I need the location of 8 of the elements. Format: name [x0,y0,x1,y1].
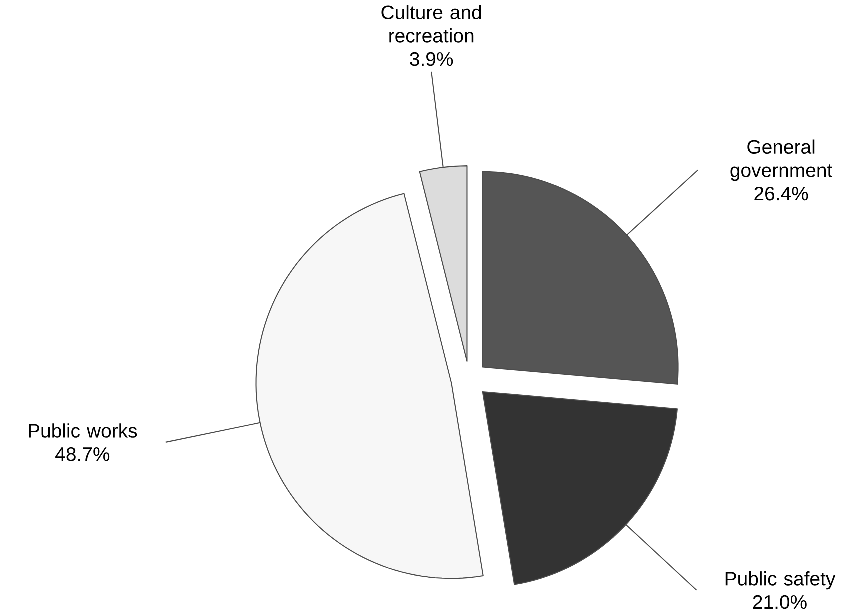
data-label: 21.0% [753,595,807,610]
data-label: 48.7% [56,447,110,462]
slice-label: Culture and recreation [382,5,482,43]
legend-label: Public works [29,423,138,438]
slice-label: General government [730,140,833,182]
slice-label: Public safety [726,571,836,590]
data-label: 26.4% [754,186,808,201]
data-label: 3.9% [410,52,454,66]
